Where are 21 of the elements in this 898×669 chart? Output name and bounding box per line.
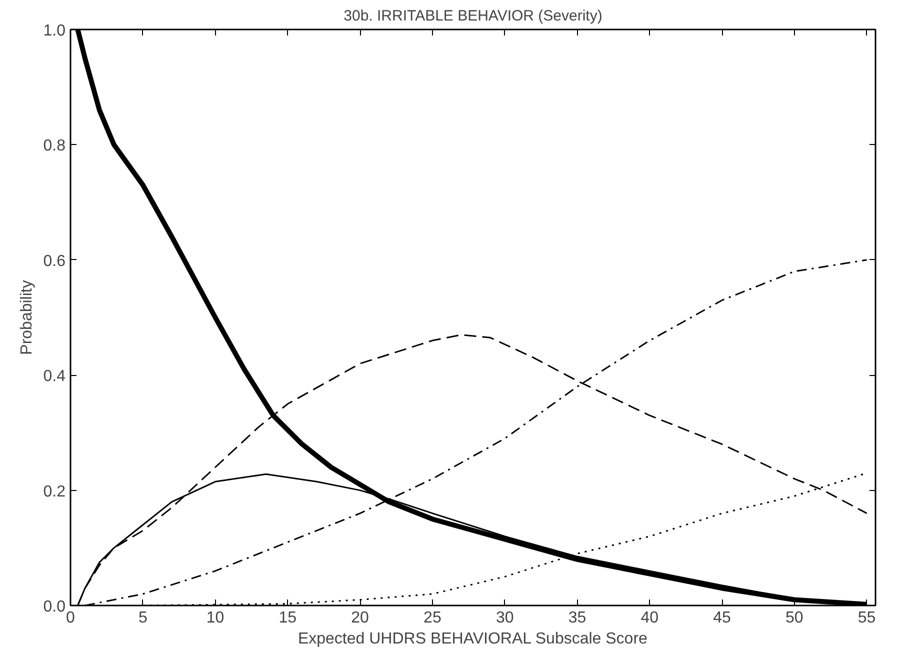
y-tick-label: 0.6	[43, 252, 66, 270]
x-tick-label: 0	[66, 610, 76, 626]
chart-title: 30b. IRRITABLE BEHAVIOR (Severity)	[344, 8, 602, 24]
x-tick-label: 45	[713, 610, 732, 626]
x-tick-label: 55	[858, 610, 876, 626]
x-tick-label: 30	[496, 610, 514, 626]
y-axis-title: Probability	[18, 280, 36, 355]
x-tick-label: 40	[640, 610, 659, 626]
x-axis-title: Expected UHDRS BEHAVIORAL Subscale Score	[298, 630, 648, 648]
x-tick-label: 5	[138, 610, 148, 626]
y-tick-label: 0.4	[43, 368, 66, 386]
x-tick-label: 20	[351, 610, 370, 626]
x-tick-label: 50	[786, 610, 804, 626]
y-tick-label: 0.0	[43, 598, 66, 616]
y-tick-label: 1.0	[43, 22, 66, 40]
x-tick-label: 25	[424, 610, 442, 626]
x-tick-label: 35	[568, 610, 586, 626]
x-tick-label: 15	[278, 610, 297, 626]
x-tick-label: 10	[206, 610, 224, 626]
y-tick-label: 0.2	[43, 483, 66, 500]
y-tick-label: 0.8	[43, 138, 66, 155]
